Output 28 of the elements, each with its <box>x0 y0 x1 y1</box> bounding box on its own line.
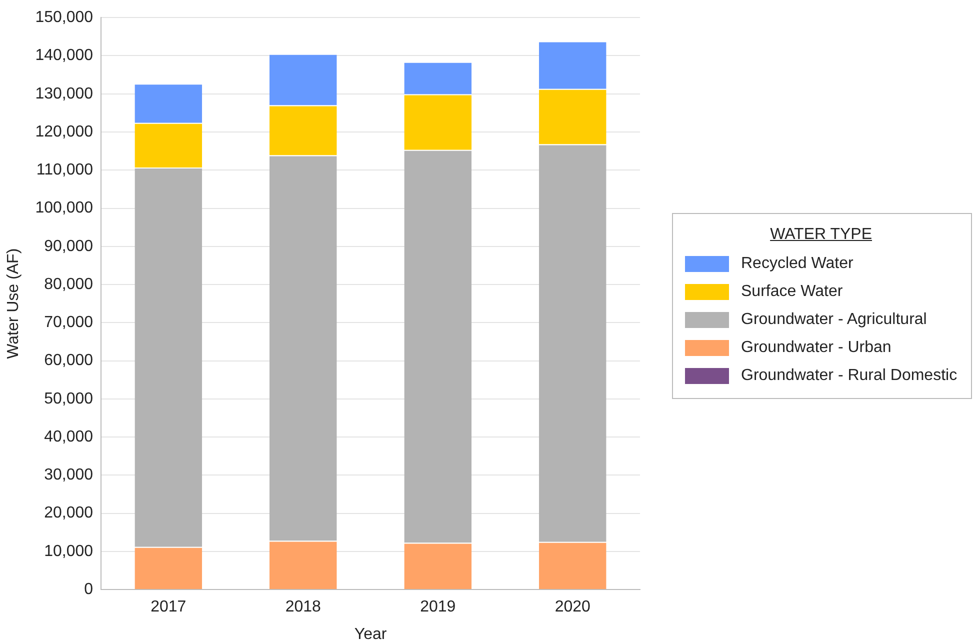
legend-label: Surface Water <box>741 283 843 301</box>
y-tick-label: 20,000 <box>44 504 94 522</box>
legend-label: Groundwater - Rural Domestic <box>741 367 958 385</box>
y-axis-title: Water Use (AF) <box>5 248 22 359</box>
y-tick-label: 100,000 <box>35 200 94 217</box>
legend-label: Groundwater - Urban <box>741 339 892 357</box>
y-tick-label: 130,000 <box>35 85 94 102</box>
y-tick-label: 90,000 <box>44 238 94 255</box>
y-tick-label: 110,000 <box>36 162 94 179</box>
y-tick-label: 60,000 <box>44 352 94 370</box>
x-tick-label: 2018 <box>285 598 322 616</box>
y-tick-label: 0 <box>84 581 94 598</box>
y-tick-label: 30,000 <box>44 466 94 484</box>
y-tick-label: 120,000 <box>35 123 94 140</box>
y-tick-label: 10,000 <box>44 542 94 560</box>
y-tick-label: 70,000 <box>44 314 94 332</box>
x-tick-label: 2019 <box>420 598 456 616</box>
y-tick-label: 140,000 <box>35 47 94 64</box>
legend-label: Groundwater - Agricultural <box>741 311 927 329</box>
x-axis-title: Year <box>354 626 388 643</box>
y-tick-label: 150,000 <box>35 9 94 26</box>
y-tick-label: 80,000 <box>44 276 94 293</box>
y-tick-label: 40,000 <box>44 428 94 446</box>
x-tick-label: 2017 <box>150 598 186 616</box>
legend-label: Recycled Water <box>741 255 854 273</box>
x-tick-label: 2020 <box>554 598 591 616</box>
legend-title: WATER TYPE <box>769 226 873 244</box>
y-tick-label: 50,000 <box>44 390 94 408</box>
